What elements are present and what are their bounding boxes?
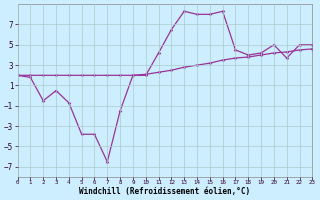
X-axis label: Windchill (Refroidissement éolien,°C): Windchill (Refroidissement éolien,°C) <box>79 187 251 196</box>
